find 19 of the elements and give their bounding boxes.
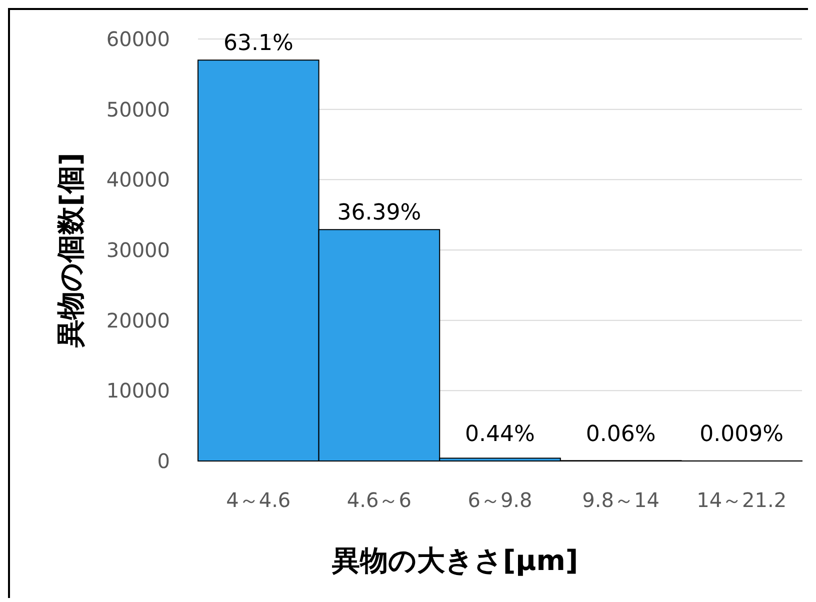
y-tick-label: 50000 <box>106 97 170 122</box>
annotation: 63.1% <box>223 31 294 56</box>
annotation: 0.44% <box>465 422 535 447</box>
y-tick-label: 10000 <box>106 378 170 403</box>
y-tick-label: 20000 <box>106 308 170 332</box>
annotation: 0.009% <box>700 422 784 447</box>
x-tick-label: 14～21.2 <box>696 488 787 512</box>
x-tick-label: 6～9.8 <box>468 488 532 512</box>
y-tick-label: 0 <box>157 449 170 473</box>
y-tick-label: 60000 <box>106 27 170 51</box>
y-tick-label: 40000 <box>106 168 170 192</box>
x-tick-label: 9.8～14 <box>582 488 660 512</box>
x-tick-label: 4.6～6 <box>346 488 412 512</box>
annotation: 0.06% <box>586 422 656 447</box>
y-axis-title: 異物の個数[個] <box>54 152 87 348</box>
x-tick-label: 4～4.6 <box>226 488 291 512</box>
y-tick-label: 30000 <box>106 238 170 262</box>
x-axis-title: 異物の大きさ[µm] <box>330 544 578 577</box>
annotation: 36.39% <box>337 200 422 226</box>
